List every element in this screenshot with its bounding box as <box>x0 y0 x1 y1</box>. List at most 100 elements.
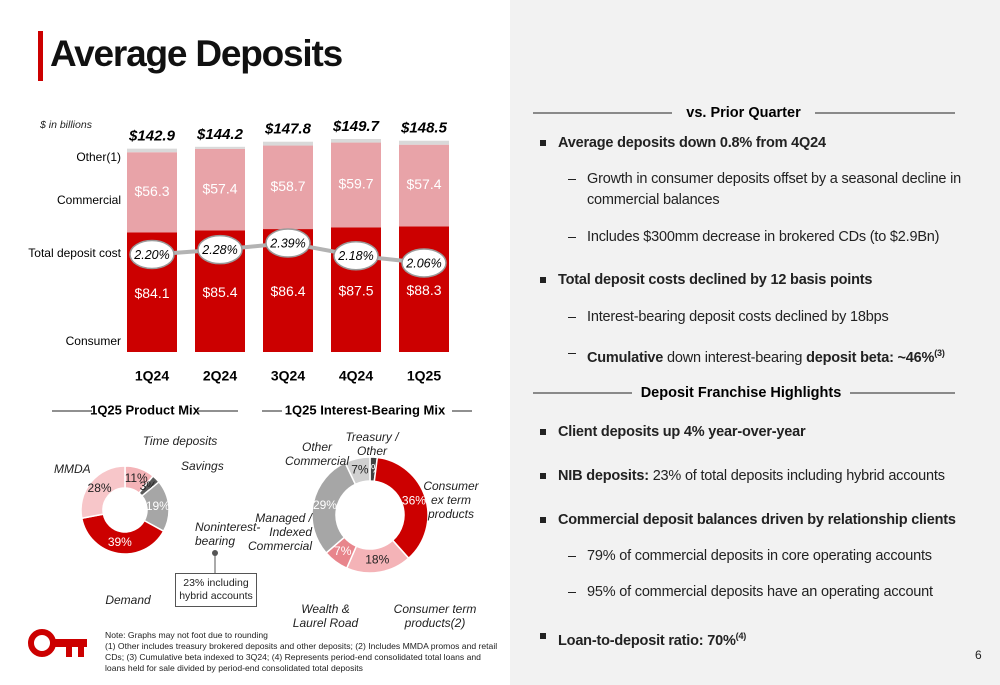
dash <box>568 179 576 181</box>
text-run: NIB deposits: <box>558 468 649 484</box>
text-run: down interest-bearing <box>663 349 807 366</box>
dash <box>568 353 576 355</box>
dash <box>568 237 576 239</box>
bar-segment <box>399 144 449 227</box>
total-label: $148.5 <box>400 120 448 137</box>
donut-value-label: 7% <box>351 462 369 476</box>
donut-slice <box>80 465 126 520</box>
bar-segment <box>331 142 381 228</box>
bar-value-label: $59.7 <box>338 176 373 192</box>
donut-value-label: 28% <box>88 481 112 495</box>
text-run: 79% of commercial deposits in core opera… <box>587 548 932 564</box>
x-tick-label: 3Q24 <box>271 368 305 384</box>
bullet-text: Commercial deposit balances driven by re… <box>558 510 958 531</box>
page-number: 6 <box>975 648 982 662</box>
footnote: Note: Graphs may not foot due to roundin… <box>105 630 268 640</box>
bullet-text: Interest-bearing deposit costs declined … <box>587 307 962 328</box>
donut-category-label: Managed / Indexed Commercial <box>248 511 313 553</box>
bullet-text: Cumulative down interest-bearing deposit… <box>587 343 962 369</box>
footnote: (1) Other includes treasury brokered dep… <box>105 641 498 673</box>
text-run: Growth in consumer deposits offset by a … <box>587 171 962 208</box>
text-run: 95% of commercial deposits have an opera… <box>587 584 933 600</box>
bullet <box>540 277 546 283</box>
text-run: (3) <box>934 348 945 358</box>
bullet <box>540 517 546 523</box>
bullet-text: NIB deposits: 23% of total deposits incl… <box>558 466 958 487</box>
total-label: $144.2 <box>196 126 244 143</box>
text-run: deposit beta: ~46% <box>806 349 935 366</box>
title: Average Deposits <box>50 33 343 74</box>
text-run: Average deposits down 0.8% from 4Q24 <box>558 135 826 151</box>
total-label: $142.9 <box>128 128 176 145</box>
donut-slice <box>344 456 371 486</box>
dash <box>568 556 576 558</box>
text-run: 23% of total deposits including hybrid a… <box>648 468 945 484</box>
bar-value-label: $58.7 <box>270 178 305 194</box>
bullet <box>540 140 546 146</box>
donut-value-label: 18% <box>365 553 389 567</box>
text-run: Total deposit costs declined by 12 basis… <box>558 272 873 288</box>
section-heading: Deposit Franchise Highlights <box>641 385 842 401</box>
bar-value-label: $84.1 <box>134 285 169 301</box>
cost-label: 2.18% <box>337 249 373 263</box>
text-run: Includes $300mm decrease in brokered CDs… <box>587 229 940 245</box>
logo <box>28 629 87 657</box>
bullet <box>540 633 546 639</box>
donut-category-label: Savings <box>181 459 224 473</box>
cost-marker <box>333 240 379 271</box>
cost-label: 2.39% <box>269 236 305 250</box>
bullet-text: 79% of commercial deposits in core opera… <box>587 546 962 567</box>
cost-marker <box>265 228 311 258</box>
cost-label: 2.20% <box>133 248 169 262</box>
legend-label: Total deposit cost <box>28 246 121 260</box>
x-tick-label: 1Q24 <box>135 368 169 384</box>
bullet-text: Growth in consumer deposits offset by a … <box>587 169 962 211</box>
bar-value-label: $57.4 <box>202 180 237 196</box>
text-run: Commercial deposit balances driven by re… <box>558 512 956 528</box>
bullet <box>540 473 546 479</box>
donut-value-label: 39% <box>108 535 132 549</box>
x-tick-label: 1Q25 <box>407 368 441 384</box>
text-run: (4) <box>735 631 747 641</box>
bar-value-label: $57.4 <box>406 176 441 192</box>
cost-label: 2.06% <box>405 256 441 270</box>
cost-label: 2.28% <box>201 243 237 257</box>
donut-category-label: Consumer ex term products <box>423 479 479 521</box>
bar-segment <box>399 140 449 145</box>
donut-category-label: Other Commercial <box>284 440 349 468</box>
donut-value-label: 7% <box>334 544 352 558</box>
donut-category-label: Demand <box>105 593 151 607</box>
donut-slice <box>80 513 165 555</box>
bullet-text: Includes $300mm decrease in brokered CDs… <box>587 227 962 248</box>
donut-slice <box>373 456 429 560</box>
bullet-text: Total deposit costs declined by 12 basis… <box>558 270 958 291</box>
text-run: Cumulative <box>587 349 664 366</box>
legend-label: Commercial <box>57 193 121 207</box>
bullet-text: Client deposits up 4% year-over-year <box>558 422 958 443</box>
x-tick-label: 2Q24 <box>203 368 237 384</box>
legend-label: Other(1) <box>76 150 121 164</box>
donut-value-label: 11% <box>125 471 148 485</box>
bullet <box>540 429 546 435</box>
donut-category-label: Consumer term products(2) <box>393 602 477 630</box>
bar-segment <box>127 152 177 233</box>
donut-value-label: 36% <box>402 494 426 508</box>
bar-segment <box>127 148 177 153</box>
donut-category-label: MMDA <box>54 462 91 476</box>
bar-segment <box>263 141 313 146</box>
right-panel <box>510 0 1000 685</box>
bar-value-label: $88.3 <box>406 282 441 298</box>
bar-segment <box>263 145 313 230</box>
donut-category-label: Time deposits <box>142 434 218 448</box>
bar-segment <box>399 226 449 352</box>
bar-value-label: $85.4 <box>202 284 237 300</box>
donut-title: 1Q25 Interest-Bearing Mix <box>285 402 446 417</box>
bullet-text: 95% of commercial deposits have an opera… <box>587 582 962 603</box>
donut-category-label: Treasury / Other <box>345 430 399 458</box>
text-run: Client deposits up 4% year-over-year <box>558 424 806 440</box>
donut-value-label: 29% <box>313 498 337 512</box>
cost-marker <box>197 234 243 265</box>
text-run: Interest-bearing deposit costs declined … <box>587 309 889 325</box>
